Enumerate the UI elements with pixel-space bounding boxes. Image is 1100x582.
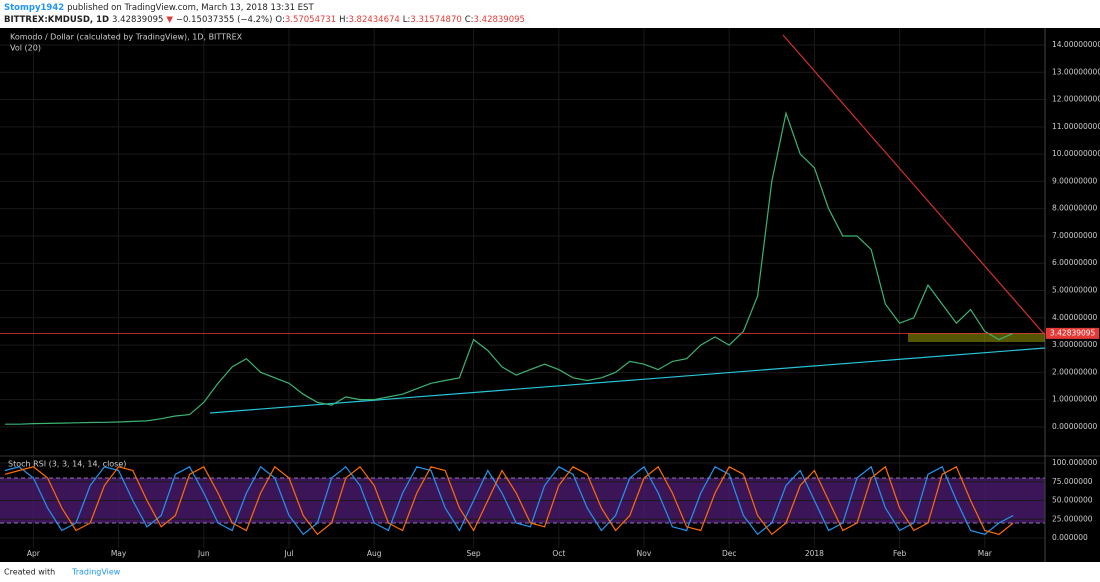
y-tick-label: 75.000000 [1052,477,1093,486]
y-tick-label: 4.00000000 [1052,313,1098,322]
x-tick-label: Oct [552,549,565,558]
data-line [5,110,1014,425]
published: published on TradingView.com, March 13, … [67,3,314,13]
y-tick-label: 5.00000000 [1052,286,1098,295]
last-price-box [1046,327,1099,339]
data-line [4,465,1014,536]
x-tick-label: Jun [197,549,210,558]
y-tick-label: 0.000000 [1052,533,1088,542]
y-tick-label: 8.00000000 [1052,204,1098,213]
h-label: H: [339,15,348,25]
y-tick-label: 25.000000 [1052,514,1093,523]
user[interactable]: Stompy1942 [4,3,64,13]
y-tick-label: 6.00000000 [1052,258,1098,267]
support-zone [908,333,1045,342]
y-tick-label: 2.00000000 [1052,367,1098,376]
y-tick-label: 1.00000000 [1052,395,1098,404]
y-tick-label: 7.00000000 [1052,231,1098,240]
footer-text: Created with [4,568,55,577]
h: 3.82434674 [348,15,399,25]
l-label: L: [403,15,411,25]
l: 3.31574870 [410,15,461,25]
header-line: BITTREX:KMDUSD, 1D 3.42839095 ▼ −0.15037… [4,15,525,25]
indicator-label: Stoch RSI (3, 3, 14, 14, close) [8,460,126,469]
chart-area [0,28,1100,562]
footer-brand[interactable]: TradingView [71,568,121,577]
x-tick-label: Sep [467,549,481,558]
x-tick-label: Mar [978,549,993,558]
chart-title: Komodo / Dollar (calculated by TradingVi… [10,33,243,42]
y-tick-label: 50.000000 [1052,496,1093,505]
support-trendline [209,347,1046,414]
y-tick-label: 14.00000000 [1052,40,1100,49]
o: 3.57054731 [285,15,336,25]
x-tick-label: Jul [283,549,293,558]
arrow: ▼ [166,15,173,25]
x-tick-label: Feb [893,549,907,558]
o-label: O: [275,15,284,25]
y-tick-label: 0.00000000 [1052,422,1098,431]
y-tick-label: 9.00000000 [1052,176,1098,185]
y-tick-label: 13.00000000 [1052,67,1100,76]
x-tick-label: Apr [27,549,41,558]
change: −0.15037355 (−4.2%) [176,15,273,25]
y-tick-label: 3.00000000 [1052,340,1098,349]
y-tick-label: 100.000000 [1052,458,1098,467]
data-line [4,465,1014,536]
c-label: C: [465,15,474,25]
price: 3.42839095 [112,15,163,25]
c: 3.42839095 [474,15,525,25]
x-tick-label: Nov [637,549,652,558]
indicator-label: Vol (20) [10,44,41,53]
x-tick-label: Aug [367,549,382,558]
resistance-trendline [782,34,1046,336]
x-tick-label: Dec [722,549,737,558]
last-price-label: 3.42839095 [1050,328,1096,337]
header-line: Stompy1942 published on TradingView.com,… [4,3,314,13]
x-tick-label: 2018 [805,549,824,558]
y-tick-label: 12.00000000 [1052,95,1100,104]
y-tick-label: 11.00000000 [1052,122,1100,131]
grid-layer [0,28,1045,548]
symbol: BITTREX:KMDUSD, 1D [4,15,109,25]
x-tick-label: May [111,549,127,558]
y-tick-label: 10.00000000 [1052,149,1100,158]
